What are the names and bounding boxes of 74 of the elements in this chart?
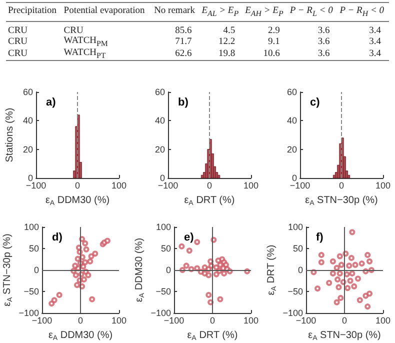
y-tick-label: 40 bbox=[154, 116, 165, 126]
x-tick-label: 0 bbox=[74, 180, 80, 190]
text: 9.1 bbox=[268, 36, 280, 47]
chart-title: e) bbox=[184, 232, 194, 244]
text: 10.6 bbox=[263, 48, 280, 59]
y-tick-label: 40 bbox=[22, 116, 33, 126]
y-tick-label: −50 bbox=[156, 286, 171, 296]
y-axis-title: Stations (%) bbox=[4, 108, 16, 162]
text: 19.8 bbox=[218, 48, 236, 59]
text: CRU bbox=[64, 26, 84, 36]
y-tick-label: 0 bbox=[166, 265, 171, 275]
chart-title: f) bbox=[316, 232, 324, 244]
text: 3.4 bbox=[369, 48, 381, 59]
category-label: Potential evaporation bbox=[62, 5, 146, 18]
text: 4.5 bbox=[223, 26, 236, 36]
text: WATCH$_{PM}$ bbox=[64, 36, 108, 48]
text: 85.6 bbox=[175, 26, 192, 36]
y-tick-label: −50 bbox=[24, 286, 39, 296]
y-tick-label: 60 bbox=[154, 87, 165, 97]
y-tick-label: −100 bbox=[282, 308, 303, 318]
chart-title: c) bbox=[310, 96, 320, 108]
category-label: No remark bbox=[153, 5, 196, 18]
y-tick-label: 100 bbox=[288, 222, 303, 232]
y-tick-label: 60 bbox=[22, 87, 33, 97]
category-label: E$_{AL}$ > E$_{P}$ bbox=[200, 5, 240, 20]
text: 12.2 bbox=[218, 36, 236, 47]
y-tick-label: 0 bbox=[298, 265, 303, 275]
x-tick-label: 0 bbox=[342, 316, 348, 326]
text: CRU bbox=[8, 48, 28, 59]
x-tick-label: 100 bbox=[375, 180, 391, 190]
text: 62.6 bbox=[175, 48, 192, 59]
x-tick-label: 0 bbox=[78, 316, 84, 326]
y-tick-label: 40 bbox=[286, 116, 297, 126]
text: CRU bbox=[8, 26, 28, 36]
y-tick-label: 20 bbox=[154, 144, 165, 154]
text: WATCH$_{PT}$ bbox=[64, 48, 106, 60]
text: 3.6 bbox=[318, 26, 330, 36]
x-tick-label: 100 bbox=[111, 180, 127, 190]
text: 3.4 bbox=[369, 36, 381, 47]
x-tick-label: 0 bbox=[210, 316, 216, 326]
category-label: Precipitation bbox=[7, 5, 58, 18]
text: 3.4 bbox=[369, 26, 381, 36]
x-tick-label: 100 bbox=[243, 316, 259, 326]
text: CRU bbox=[8, 36, 28, 47]
y-tick-label: 60 bbox=[286, 87, 297, 97]
x-tick-label: 0 bbox=[206, 180, 212, 190]
y-tick-label: 0 bbox=[160, 173, 165, 183]
y-tick-label: 50 bbox=[28, 244, 39, 254]
x-tick-label: 100 bbox=[111, 316, 127, 326]
x-tick-label: 100 bbox=[243, 180, 259, 190]
y-tick-label: 0 bbox=[292, 173, 297, 183]
y-tick-label: 100 bbox=[156, 222, 171, 232]
y-tick-label: 20 bbox=[286, 144, 297, 154]
y-tick-label: 100 bbox=[24, 222, 39, 232]
y-tick-label: 0 bbox=[28, 173, 33, 183]
y-tick-label: 50 bbox=[292, 244, 303, 254]
text: 71.7 bbox=[175, 36, 192, 47]
chart-title: a) bbox=[46, 96, 56, 108]
y-tick-label: −50 bbox=[288, 286, 303, 296]
category-label: E$_{AH}$ > E$_{P}$ bbox=[244, 5, 284, 20]
text: 3.6 bbox=[318, 48, 330, 59]
category-label: P − R$_{H}$ < 0 bbox=[338, 5, 385, 20]
category-label: P − R$_{L}$ < 0 bbox=[288, 5, 334, 20]
y-tick-label: 0 bbox=[34, 265, 39, 275]
text: 3.6 bbox=[318, 36, 330, 47]
x-tick-label: 0 bbox=[338, 180, 344, 190]
text: 2.9 bbox=[268, 26, 280, 36]
y-tick-label: −100 bbox=[150, 308, 171, 318]
y-tick-label: 20 bbox=[22, 144, 33, 154]
chart-title: b) bbox=[178, 96, 189, 108]
y-tick-label: 50 bbox=[160, 244, 171, 254]
chart-title: d) bbox=[52, 232, 63, 244]
x-tick-label: 100 bbox=[375, 316, 391, 326]
y-tick-label: −100 bbox=[18, 308, 39, 318]
